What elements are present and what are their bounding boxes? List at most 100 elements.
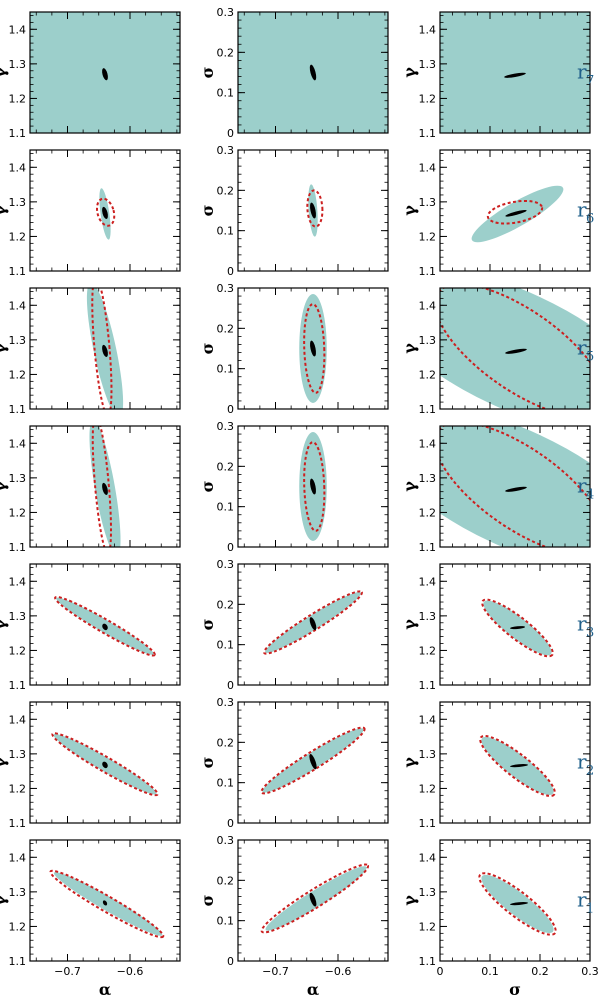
y-axis-label: γ [0,481,9,492]
panel-frame [29,563,181,686]
y-tick-label: 1.4 [419,713,437,726]
row-label-r4: r [577,474,587,498]
y-tick-label: 1.4 [419,23,437,36]
y-axis-label: σ [198,481,217,493]
y-axis-label: γ [0,67,9,78]
x-tick-label: −0.6 [117,965,144,978]
confidence-region-dashed [481,598,554,658]
y-tick-label: 1.2 [9,230,27,243]
y-tick-label: 1.2 [9,506,27,519]
y-axis-label: σ [198,619,217,631]
y-tick-label: 1.2 [419,920,437,933]
y-axis-label: γ [400,67,419,78]
y-tick-label: 1.2 [419,644,437,657]
panel-frame [237,839,389,962]
panel-r4-α-σ: 0 0.1 0.2 0.3 σ [198,420,389,554]
y-tick-label: 1.3 [9,334,27,347]
confidence-region-inner [505,486,527,492]
y-tick-label: 1.4 [9,713,27,726]
y-tick-label: 1.1 [419,817,437,830]
y-tick-label: 0 [227,265,234,278]
y-axis-label: γ [400,343,419,354]
y-tick-label: 0 [227,679,234,692]
y-tick-label: 1.3 [419,334,437,347]
y-tick-label: 1.3 [9,886,27,899]
y-tick-label: 1.3 [419,196,437,209]
panel-r6-α-γ: 1.1 1.2 1.3 1.4 γ [0,149,181,278]
row-label-r5: r [577,336,587,360]
confidence-region-inner [510,626,525,630]
y-tick-label: 1.1 [9,679,27,692]
y-tick-label: 0.1 [217,777,235,790]
y-tick-label: 1.3 [9,196,27,209]
confidence-region-inner [310,340,316,357]
y-tick-label: 1.4 [419,161,437,174]
y-tick-label: 1.1 [419,403,437,416]
panel-frame [237,11,389,134]
confidence-region-dashed [95,197,116,227]
row-label-r2-subscript: 2 [586,764,594,779]
confidence-region-inner [309,892,317,907]
y-tick-label: 1.1 [419,955,437,968]
row-label-r1: r [577,888,587,912]
y-tick-label: 1.3 [419,472,437,485]
confidence-region-inner [102,900,108,906]
y-axis-label: γ [0,619,9,630]
y-tick-label: 1.2 [419,230,437,243]
confidence-region-inner [504,72,526,78]
row-label-r7: r [577,60,587,84]
panel-frame [237,287,389,410]
x-tick-label: −0.6 [325,965,352,978]
confidence-region-dashed [303,303,326,394]
y-tick-label: 0.1 [217,639,235,652]
x-axis-label: α [307,980,319,999]
x-tick-label: −0.7 [54,965,81,978]
confidence-region-inner [102,68,108,81]
x-tick-label: 0.1 [481,965,499,978]
y-tick-label: 1.2 [419,368,437,381]
y-tick-label: 1.1 [9,955,27,968]
confidence-region-dashed [478,872,557,936]
y-tick-label: 0.2 [217,460,235,473]
y-tick-label: 1.1 [9,817,27,830]
y-tick-label: 1.1 [419,541,437,554]
y-tick-label: 1.2 [419,506,437,519]
y-tick-label: 1.1 [9,127,27,140]
confidence-region-inner [102,761,108,769]
row-label-r6-subscript: 6 [586,212,594,227]
row-label-r3-subscript: 3 [586,626,594,641]
y-tick-label: 1.1 [9,265,27,278]
confidence-region-filled [265,866,367,931]
confidence-region-dashed [303,441,326,532]
y-tick-label: 1.2 [9,644,27,657]
y-tick-label: 1.3 [419,58,437,71]
panel-frame [237,563,389,686]
row-label-r7-subscript: 7 [586,74,594,89]
x-tick-label: 0.3 [581,965,599,978]
confidence-region-inner [310,202,316,219]
panel-frame [237,701,389,824]
y-tick-label: 1.3 [419,748,437,761]
confidence-region-inner [310,478,316,495]
panel-r3-σ-γ: 1.1 1.2 1.3 1.4 γ [400,563,591,692]
confidence-region-inner [102,344,108,357]
panel-frame [29,701,181,824]
panel-r5-α-γ: 1.1 1.2 1.3 1.4 γ [0,287,181,416]
confidence-region-dashed [263,590,363,655]
confidence-region-inner [505,209,527,217]
y-tick-label: 0 [227,955,234,968]
confidence-region-dashed [49,869,165,939]
y-tick-label: 1.4 [9,851,27,864]
y-tick-label: 0.3 [217,558,235,571]
y-tick-label: 1.2 [9,920,27,933]
panel-r7-σ-γ: 1.1 1.2 1.3 1.4 γ [400,11,591,140]
panel-r5-α-σ: 0 0.1 0.2 0.3 σ [198,282,389,416]
y-tick-label: 1.3 [9,748,27,761]
y-tick-label: 1.4 [9,437,27,450]
y-tick-label: 0.1 [217,363,235,376]
row-label-r1-subscript: 1 [586,902,594,917]
y-axis-label: γ [400,481,419,492]
panel-r3-α-γ: 1.1 1.2 1.3 1.4 γ [0,563,181,692]
y-tick-label: 0 [227,127,234,140]
y-tick-label: 1.3 [9,472,27,485]
